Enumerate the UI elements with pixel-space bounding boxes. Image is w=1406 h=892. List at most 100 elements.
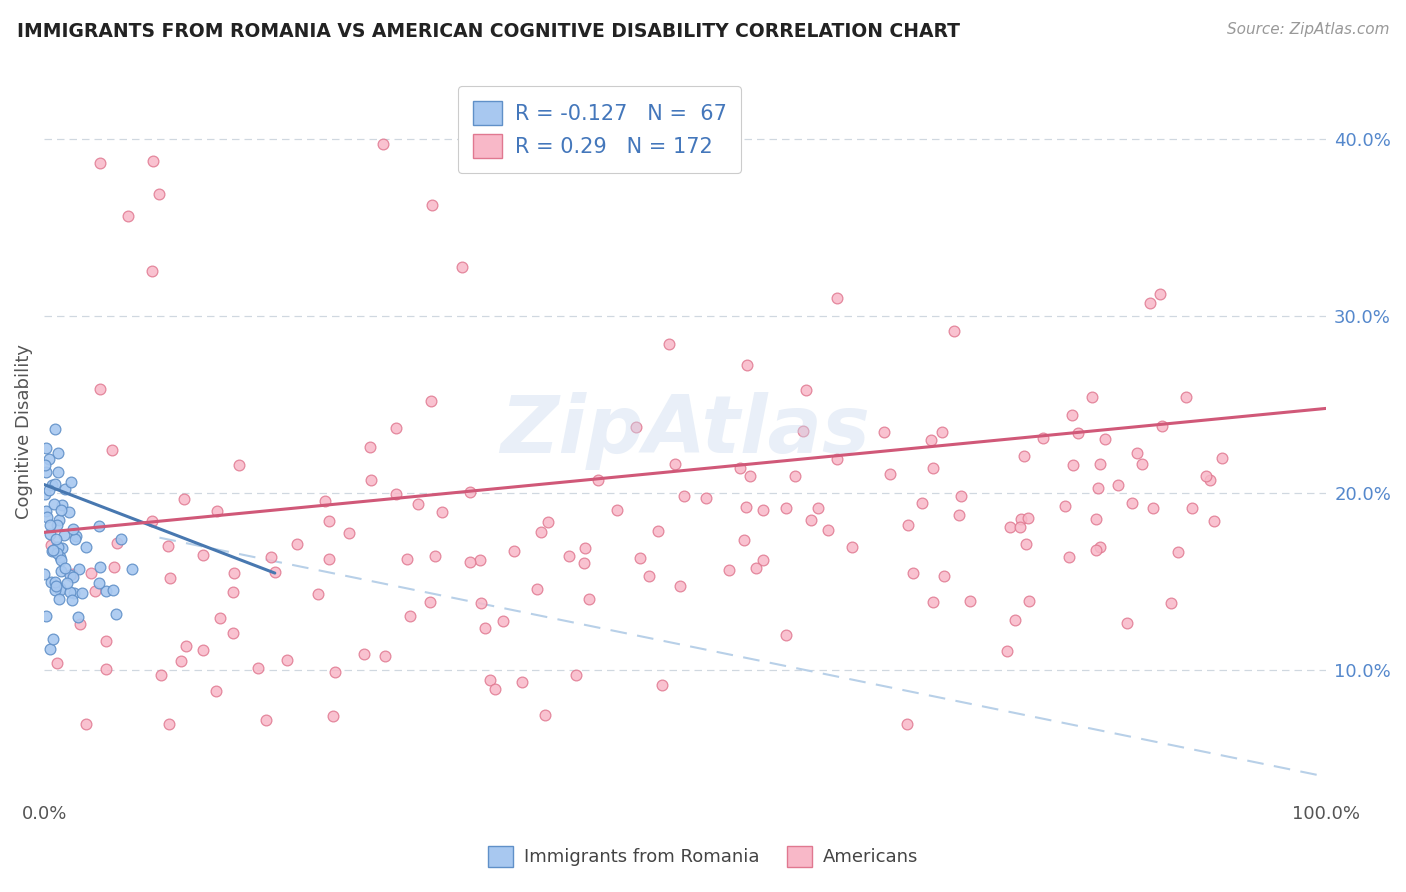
Point bbox=[1088, 540, 1111, 554]
Point bbox=[668, 579, 690, 593]
Text: ZipAtlas: ZipAtlas bbox=[501, 392, 870, 470]
Point bbox=[84, 584, 107, 599]
Point bbox=[419, 595, 441, 609]
Point bbox=[651, 678, 673, 692]
Point bbox=[53, 482, 76, 496]
Point bbox=[374, 649, 396, 664]
Point bbox=[565, 668, 588, 682]
Point bbox=[318, 514, 340, 528]
Point bbox=[1008, 520, 1031, 534]
Point bbox=[103, 560, 125, 574]
Point bbox=[959, 593, 981, 607]
Point bbox=[169, 654, 191, 668]
Point bbox=[222, 626, 245, 640]
Point bbox=[406, 497, 429, 511]
Point bbox=[67, 561, 90, 575]
Point bbox=[728, 460, 751, 475]
Point bbox=[896, 716, 918, 731]
Point bbox=[931, 425, 953, 440]
Point bbox=[948, 508, 970, 522]
Point bbox=[1054, 499, 1077, 513]
Point bbox=[942, 324, 965, 338]
Point bbox=[191, 643, 214, 657]
Point bbox=[1198, 473, 1220, 487]
Point bbox=[735, 358, 758, 372]
Point bbox=[879, 467, 901, 482]
Point bbox=[647, 524, 669, 538]
Point bbox=[103, 583, 125, 598]
Point bbox=[150, 668, 173, 682]
Point bbox=[458, 485, 481, 500]
Point bbox=[48, 592, 70, 607]
Point bbox=[58, 505, 80, 519]
Point bbox=[373, 137, 395, 152]
Point bbox=[1018, 594, 1040, 608]
Point bbox=[87, 575, 110, 590]
Point bbox=[1139, 295, 1161, 310]
Point bbox=[224, 566, 246, 581]
Point bbox=[56, 575, 79, 590]
Point bbox=[1116, 616, 1139, 631]
Point bbox=[638, 569, 661, 583]
Point bbox=[574, 541, 596, 555]
Point bbox=[308, 586, 330, 600]
Point bbox=[35, 465, 58, 479]
Point bbox=[738, 468, 761, 483]
Point bbox=[353, 647, 375, 661]
Y-axis label: Cognitive Disability: Cognitive Disability bbox=[15, 344, 32, 519]
Point bbox=[89, 519, 111, 533]
Point bbox=[80, 566, 103, 580]
Point bbox=[1130, 458, 1153, 472]
Point bbox=[903, 566, 925, 580]
Legend: R = -0.127   N =  67, R = 0.29   N = 172: R = -0.127 N = 67, R = 0.29 N = 172 bbox=[458, 87, 741, 173]
Point bbox=[75, 541, 97, 555]
Point bbox=[1066, 426, 1088, 441]
Point bbox=[39, 518, 62, 533]
Point bbox=[159, 571, 181, 585]
Point bbox=[45, 533, 67, 547]
Point bbox=[38, 641, 60, 656]
Point bbox=[628, 551, 651, 566]
Point bbox=[672, 489, 695, 503]
Point bbox=[995, 644, 1018, 658]
Point bbox=[44, 574, 66, 589]
Point bbox=[94, 634, 117, 648]
Point bbox=[792, 424, 814, 438]
Point bbox=[578, 592, 600, 607]
Point bbox=[51, 553, 73, 567]
Point bbox=[1152, 419, 1174, 434]
Point bbox=[359, 440, 381, 454]
Point bbox=[60, 566, 83, 581]
Point bbox=[322, 709, 344, 723]
Point bbox=[44, 421, 66, 435]
Point bbox=[176, 639, 198, 653]
Point bbox=[70, 586, 93, 600]
Point bbox=[658, 337, 681, 351]
Point bbox=[633, 128, 655, 143]
Point bbox=[479, 673, 502, 687]
Point bbox=[35, 504, 58, 518]
Point bbox=[38, 452, 60, 467]
Point bbox=[48, 549, 70, 564]
Point bbox=[775, 501, 797, 516]
Point bbox=[66, 609, 89, 624]
Point bbox=[318, 552, 340, 566]
Point bbox=[89, 156, 111, 170]
Point bbox=[932, 568, 955, 582]
Point bbox=[1088, 457, 1111, 471]
Point bbox=[46, 540, 69, 554]
Point bbox=[110, 533, 132, 547]
Point bbox=[873, 425, 896, 440]
Point bbox=[733, 533, 755, 547]
Point bbox=[510, 675, 533, 690]
Point bbox=[51, 564, 73, 578]
Point bbox=[624, 419, 647, 434]
Point bbox=[117, 209, 139, 223]
Point bbox=[39, 527, 62, 541]
Point bbox=[998, 520, 1021, 534]
Point bbox=[96, 662, 118, 676]
Point bbox=[39, 538, 62, 552]
Point bbox=[59, 475, 82, 490]
Point bbox=[173, 491, 195, 506]
Point bbox=[1142, 500, 1164, 515]
